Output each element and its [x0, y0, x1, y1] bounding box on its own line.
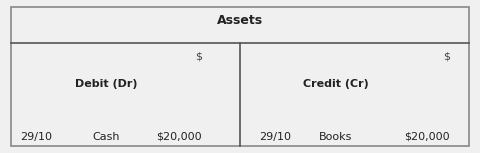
Text: $: $ [195, 52, 202, 62]
Text: Books: Books [319, 132, 352, 142]
Text: $20,000: $20,000 [156, 132, 202, 142]
Text: Assets: Assets [217, 14, 263, 27]
Text: Debit (Dr): Debit (Dr) [75, 79, 138, 89]
Text: 29/10: 29/10 [259, 132, 291, 142]
Text: $: $ [443, 52, 450, 62]
Text: Credit (Cr): Credit (Cr) [302, 79, 368, 89]
Text: 29/10: 29/10 [21, 132, 52, 142]
FancyBboxPatch shape [11, 7, 469, 146]
Text: Cash: Cash [93, 132, 120, 142]
Text: $20,000: $20,000 [404, 132, 450, 142]
